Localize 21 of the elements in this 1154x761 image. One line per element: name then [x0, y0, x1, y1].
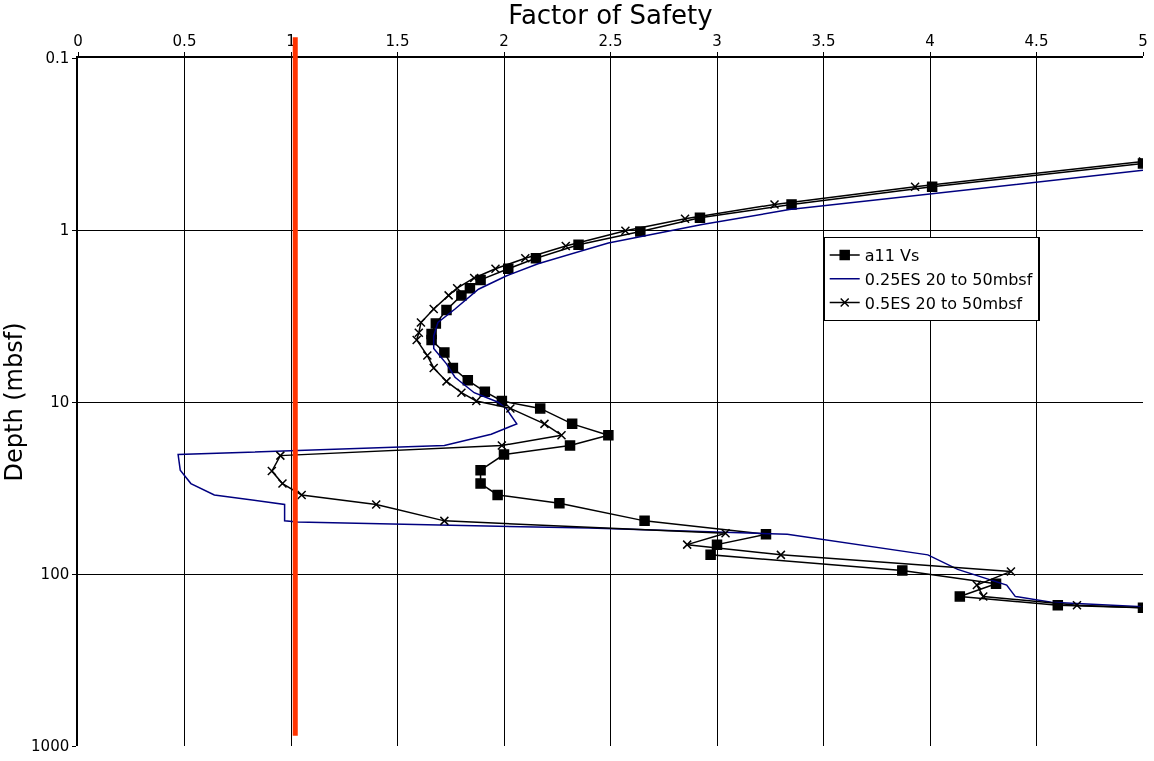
x-tick-label: 2 — [499, 32, 509, 51]
y-tick-label: 100 — [40, 565, 70, 584]
legend-label: a11 Vs — [864, 246, 920, 266]
x-tick-label: 4.5 — [1024, 32, 1049, 51]
x-tick-label: 0.5 — [172, 32, 197, 51]
y-tick-label: 0.1 — [45, 49, 70, 68]
legend-label: 0.5ES 20 to 50mbsf — [864, 293, 1023, 313]
y-tick-label: 1 — [59, 221, 70, 240]
x-tick-label: 1 — [286, 32, 296, 51]
x-tick-label: 3 — [712, 32, 722, 51]
y-axis-title: Depth (mbsf) — [0, 322, 28, 482]
x-tick-label: 4 — [925, 32, 935, 51]
x-tick-label: 2.5 — [598, 32, 623, 51]
x-tick-label: 5 — [1138, 32, 1148, 51]
x-tick-label: 1.5 — [385, 32, 410, 51]
x-axis-title: Factor of Safety — [508, 0, 713, 30]
x-tick-label: 0 — [73, 32, 83, 51]
x-tick-label: 3.5 — [811, 32, 836, 51]
y-tick-label: 1000 — [31, 737, 70, 756]
y-tick-label: 10 — [50, 393, 70, 412]
legend-label: 0.25ES 20 to 50mbsf — [864, 270, 1033, 290]
